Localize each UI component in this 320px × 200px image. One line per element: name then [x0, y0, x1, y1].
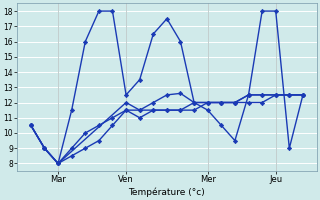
- X-axis label: Température (°c): Température (°c): [129, 187, 205, 197]
